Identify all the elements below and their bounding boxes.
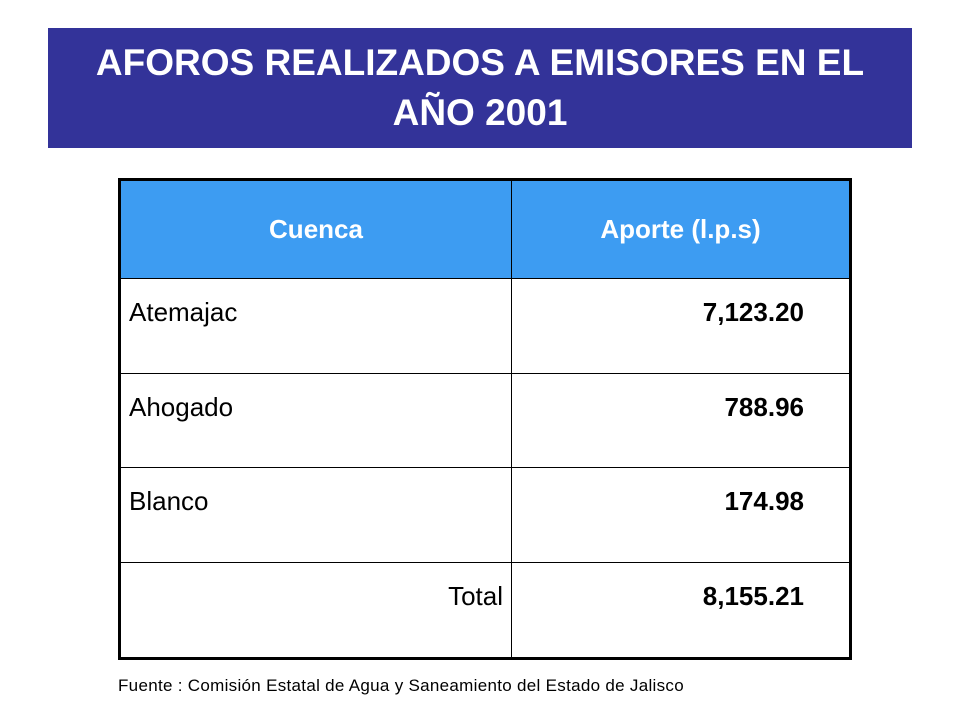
basin-cell: Ahogado xyxy=(119,372,512,469)
table-row: Atemajac 7,123.20 xyxy=(119,278,851,374)
table-body: Atemajac 7,123.20 Ahogado 788.96 Blanco 174.9… xyxy=(119,278,851,660)
basin-cell: Blanco xyxy=(119,467,512,563)
table-row: Blanco 174.98 xyxy=(119,467,851,563)
basin-cell: Total xyxy=(119,561,512,660)
table-row: Total 8,155.21 xyxy=(119,561,851,660)
title: AFOROS REALIZADOS A EMISORES EN EL AÑO 2… xyxy=(95,42,865,133)
value-cell: 174.98 xyxy=(511,467,851,563)
header-cell: Aporte (l.p.s) xyxy=(511,179,851,279)
table-row: Ahogado 788.96 xyxy=(119,372,851,469)
title-banner: AFOROS REALIZADOS A EMISORES EN EL AÑO 2… xyxy=(48,28,912,148)
source-note: Fuente : Comisión Estatal de Agua y Sane… xyxy=(118,676,684,695)
header-row: Cuenca Aporte (l.p.s) xyxy=(119,179,851,279)
value-cell: 8,155.21 xyxy=(511,561,851,660)
value-cell: 788.96 xyxy=(511,372,851,469)
data-table: Cuenca Aporte (l.p.s) Atemajac 7,123.20 Ah… xyxy=(118,178,852,660)
header-cell: Cuenca xyxy=(119,179,512,279)
value-cell: 7,123.20 xyxy=(511,278,851,374)
basin-cell: Atemajac xyxy=(119,278,512,374)
